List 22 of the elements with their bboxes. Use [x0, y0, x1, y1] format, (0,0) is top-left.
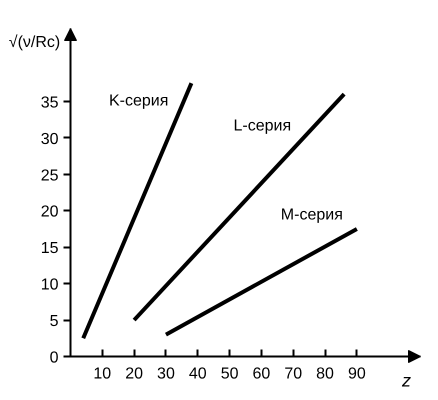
y-tick-label: 5: [50, 313, 59, 330]
x-tick-label: 10: [93, 366, 112, 382]
x-tick-label: 50: [220, 366, 239, 382]
y-tick-label: 30: [40, 130, 59, 148]
x-tick-label: 90: [348, 366, 366, 382]
x-tick-label: 30: [157, 366, 175, 382]
y-tick-label: 25: [40, 167, 59, 184]
x-tick-label: 70: [284, 366, 302, 382]
y-tick-label: 0: [50, 350, 59, 366]
y-axis-title: √(ν/Rc): [8, 34, 60, 51]
y-tick-label: 35: [40, 94, 59, 112]
x-axis-title: z: [401, 370, 411, 390]
y-tick-label: 10: [40, 276, 59, 294]
y-tick-label: 20: [40, 204, 59, 221]
series-label: M-серия: [280, 206, 343, 224]
series-label: K-серия: [109, 92, 168, 110]
x-tick-label: 40: [188, 366, 207, 382]
x-tick-label: 20: [125, 366, 144, 382]
x-tick-label: 80: [316, 366, 334, 382]
x-tick-label: 60: [252, 366, 270, 382]
series-label: L-серия: [234, 118, 292, 135]
y-tick-label: 15: [40, 240, 59, 258]
